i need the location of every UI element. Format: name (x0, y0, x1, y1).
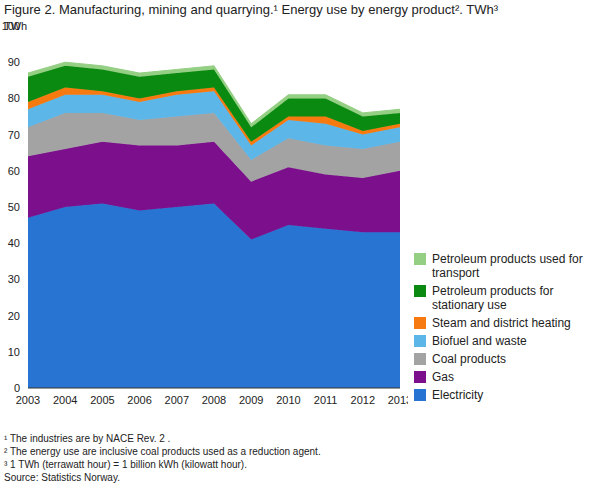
svg-text:20: 20 (8, 310, 20, 322)
svg-text:2010: 2010 (276, 394, 300, 406)
svg-text:2011: 2011 (314, 394, 338, 406)
svg-text:70: 70 (8, 129, 20, 141)
svg-text:2006: 2006 (127, 394, 151, 406)
svg-text:2008: 2008 (202, 394, 226, 406)
svg-text:30: 30 (8, 273, 20, 285)
svg-text:2003: 2003 (16, 394, 40, 406)
svg-text:2007: 2007 (165, 394, 189, 406)
svg-text:60: 60 (8, 165, 20, 177)
svg-text:40: 40 (8, 237, 20, 249)
svg-text:2013: 2013 (388, 394, 408, 406)
svg-text:10: 10 (8, 346, 20, 358)
svg-text:0: 0 (14, 382, 20, 394)
svg-text:2005: 2005 (90, 394, 114, 406)
svg-text:2004: 2004 (53, 394, 77, 406)
svg-text:80: 80 (8, 92, 20, 104)
svg-text:100: 100 (8, 20, 20, 32)
svg-text:50: 50 (8, 201, 20, 213)
svg-text:2012: 2012 (351, 394, 375, 406)
svg-text:90: 90 (8, 56, 20, 68)
svg-text:2009: 2009 (239, 394, 263, 406)
